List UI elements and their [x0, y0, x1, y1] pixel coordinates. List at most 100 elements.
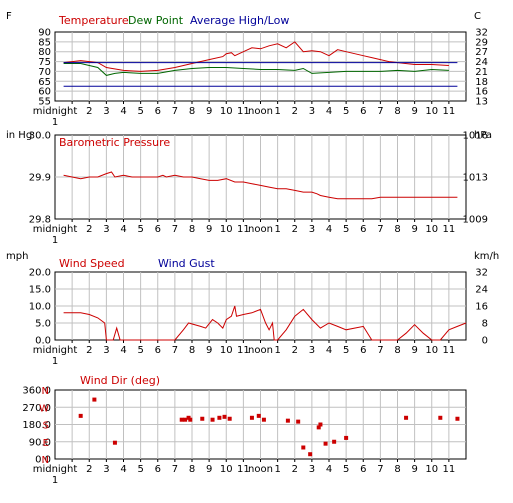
x-tick-label: 5: [343, 345, 349, 356]
x-tick-label: 6: [360, 345, 366, 356]
x-tick-label: 6: [155, 345, 161, 356]
data-point: [308, 452, 313, 457]
x-tick-label: 5: [137, 345, 143, 356]
legend-entry: Wind Speed: [59, 257, 125, 270]
x-tick-label: 3: [103, 345, 109, 356]
y-tick-left: 10.0: [29, 302, 51, 313]
x-tick-label: 1: [274, 464, 280, 475]
data-point: [285, 418, 290, 423]
x-tick-label: 4: [120, 464, 126, 475]
y-tick-right: 8: [482, 319, 488, 330]
y-tick-left: 75: [38, 57, 51, 68]
data-point: [249, 415, 254, 420]
x-tick-label: 10: [425, 464, 438, 475]
x-tick-label: 6: [155, 464, 161, 475]
x-tick-label: 9: [206, 224, 212, 235]
y-tick-right: 1016: [463, 131, 488, 142]
x-tick-label: 4: [326, 345, 332, 356]
x-tick-label: 8: [394, 224, 400, 235]
x-tick-label: 2: [292, 345, 298, 356]
y-tick-right: 1009: [463, 215, 488, 226]
data-point: [227, 416, 232, 421]
x-tick-label: 5: [137, 106, 143, 117]
y-tick-right: 21: [475, 67, 488, 78]
x-tick-label: noon: [248, 106, 273, 117]
y-tick-right: 13: [475, 97, 488, 108]
data-point: [301, 445, 306, 450]
y-tick-left: 20.0: [29, 268, 51, 279]
x-tick-label: 6: [155, 224, 161, 235]
y-tick-right: 32: [475, 268, 488, 279]
y-tick-right: 16: [475, 87, 488, 98]
x-tick-label: 7: [172, 106, 178, 117]
x-tick-label: 10: [220, 106, 233, 117]
y-tick-right: 1013: [463, 173, 488, 184]
x-tick-sublabel: 1: [52, 235, 58, 246]
y-tick-left: 15.0: [29, 285, 51, 296]
y-tick-left: 29.8: [29, 215, 51, 226]
series-line: [63, 305, 467, 341]
x-tick-label: 3: [103, 224, 109, 235]
y-tick-left: 55: [38, 97, 51, 108]
x-tick-label: 1: [274, 106, 280, 117]
x-tick-label: 5: [343, 106, 349, 117]
left-unit-label: F: [6, 11, 12, 22]
data-point: [222, 414, 227, 419]
x-tick-label: 2: [292, 224, 298, 235]
x-tick-label: 6: [360, 464, 366, 475]
y-tick-right: 0: [482, 336, 488, 347]
x-tick-label: 3: [309, 224, 315, 235]
x-tick-label: 11: [443, 106, 456, 117]
x-tick-label: 7: [172, 224, 178, 235]
legend-entry: Dew Point: [128, 14, 184, 27]
y-tick-left: 30.0: [29, 131, 51, 142]
y-tick-left: 90: [38, 28, 51, 39]
data-point: [438, 415, 443, 420]
x-tick-label: 2: [86, 345, 92, 356]
y-tick-right: 24: [475, 57, 488, 68]
x-tick-label: 11: [443, 464, 456, 475]
x-tick-label: 9: [206, 464, 212, 475]
data-point: [318, 422, 323, 427]
legend-entry: Average High/Low: [190, 14, 289, 27]
x-tick-label: 7: [172, 464, 178, 475]
left-unit-label: mph: [6, 251, 28, 262]
x-tick-label: 3: [309, 464, 315, 475]
x-tick-label: 9: [206, 106, 212, 117]
x-tick-label: 11: [237, 345, 250, 356]
data-point: [217, 415, 222, 420]
x-tick-label: noon: [248, 345, 273, 356]
x-tick-label: 6: [360, 224, 366, 235]
data-point: [455, 416, 460, 421]
data-point: [210, 417, 215, 422]
x-tick-label: 10: [220, 224, 233, 235]
x-tick-label: 3: [309, 106, 315, 117]
x-tick-label: 10: [425, 106, 438, 117]
y-tick-right: 27: [475, 47, 488, 58]
x-tick-label: 8: [189, 464, 195, 475]
x-tick-label: midnight: [33, 106, 78, 117]
x-tick-label: 9: [411, 224, 417, 235]
x-tick-label: 6: [155, 106, 161, 117]
x-tick-label: 9: [411, 464, 417, 475]
data-point: [112, 440, 117, 445]
x-tick-label: 2: [86, 106, 92, 117]
x-tick-label: 8: [394, 106, 400, 117]
x-tick-sublabel: 1: [52, 475, 58, 486]
data-point: [296, 419, 301, 424]
x-tick-label: 1: [274, 224, 280, 235]
series-line: [63, 41, 449, 72]
x-tick-label: 5: [137, 464, 143, 475]
x-tick-label: 4: [120, 224, 126, 235]
series-line: [63, 63, 449, 76]
x-tick-label: 8: [189, 106, 195, 117]
x-tick-label: 11: [237, 224, 250, 235]
data-point: [179, 417, 184, 422]
x-tick-label: 9: [206, 345, 212, 356]
x-tick-label: 2: [86, 224, 92, 235]
x-tick-label: 8: [189, 345, 195, 356]
x-tick-label: midnight: [33, 345, 78, 356]
